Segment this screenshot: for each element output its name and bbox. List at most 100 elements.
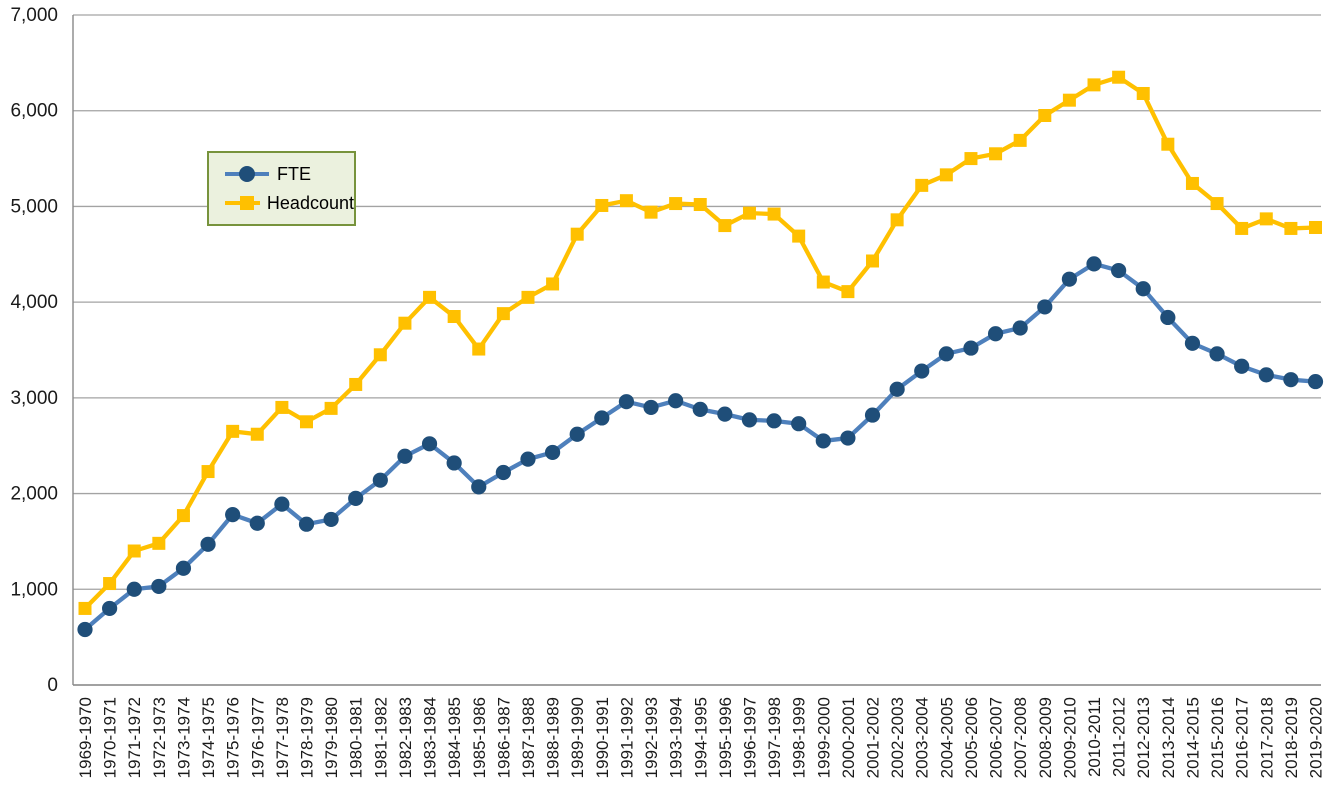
x-tick-label: 1997-1998 <box>765 697 784 778</box>
fte-marker <box>963 340 979 356</box>
fte-marker <box>102 600 118 617</box>
headcount-marker <box>742 206 756 220</box>
x-tick-label: 2013-2014 <box>1159 697 1178 778</box>
x-tick-label: 1991-1992 <box>617 697 636 778</box>
fte-marker <box>1234 358 1250 374</box>
x-tick-label: 2005-2006 <box>962 697 981 778</box>
x-tick-label: 1999-2000 <box>814 697 833 778</box>
fte-marker <box>520 451 536 467</box>
y-tick-label: 1,000 <box>10 579 58 600</box>
fte-marker <box>1012 320 1028 336</box>
fte-marker <box>840 430 856 446</box>
headcount-marker <box>373 348 387 362</box>
x-tick-label: 1977-1978 <box>273 697 292 778</box>
fte-marker <box>372 472 388 488</box>
headcount-marker <box>1136 86 1150 100</box>
fte-marker <box>668 393 684 409</box>
x-tick-label: 1998-1999 <box>790 697 809 778</box>
fte-marker <box>938 346 954 362</box>
fte-marker <box>1160 309 1176 326</box>
y-tick-label: 7,000 <box>10 5 58 26</box>
x-tick-label: 2016-2017 <box>1233 697 1252 778</box>
headcount-marker <box>890 213 904 227</box>
fte-marker <box>151 578 167 595</box>
x-tick-label: 1996-1997 <box>740 697 759 778</box>
fte-marker <box>717 406 733 422</box>
x-tick-label: 2017-2018 <box>1257 697 1276 778</box>
fte-marker <box>421 436 438 452</box>
headcount-marker <box>570 227 584 241</box>
x-tick-label: 1990-1991 <box>593 697 612 778</box>
x-tick-label: 1983-1984 <box>421 697 440 778</box>
x-tick-label: 2015-2016 <box>1208 697 1227 778</box>
headcount-marker <box>496 307 510 321</box>
fte-marker <box>791 416 807 432</box>
headcount-marker <box>78 601 92 615</box>
headcount-marker <box>521 290 535 304</box>
headcount-marker <box>447 310 461 323</box>
headcount-marker <box>964 152 978 166</box>
headcount-marker <box>595 198 609 212</box>
headcount-marker <box>1161 137 1175 151</box>
x-tick-label: 2008-2009 <box>1036 697 1055 778</box>
x-tick-label: 1969-1970 <box>76 697 95 778</box>
headcount-marker <box>398 316 412 330</box>
x-tick-label: 2019-2020 <box>1307 697 1326 778</box>
x-tick-label: 2002-2003 <box>888 697 907 778</box>
x-tick-label: 2004-2005 <box>937 697 956 778</box>
y-tick-label: 6,000 <box>10 101 58 122</box>
headcount-marker <box>939 168 953 182</box>
x-tick-label: 1994-1995 <box>691 697 710 778</box>
legend-label-fte: FTE <box>277 163 311 184</box>
fte-marker <box>1307 373 1324 390</box>
fte-marker <box>594 410 610 426</box>
legend-entry-headcount: Headcount <box>224 194 354 212</box>
fte-marker <box>77 621 93 638</box>
x-tick-label: 1972-1973 <box>150 697 169 778</box>
headcount-marker <box>1112 70 1126 84</box>
x-tick-label: 2012-2013 <box>1134 697 1153 778</box>
fte-marker <box>1111 262 1127 279</box>
headcount-marker <box>1284 221 1298 235</box>
x-tick-label: 1975-1976 <box>224 697 243 778</box>
x-tick-label: 1976-1977 <box>248 697 267 778</box>
fte-marker <box>1258 367 1274 383</box>
headcount-marker <box>816 275 830 289</box>
fte-line <box>82 261 1318 632</box>
headcount-marker <box>644 205 658 219</box>
headcount-marker <box>767 207 781 221</box>
fte-marker <box>1209 346 1225 362</box>
fte-marker <box>1061 271 1077 287</box>
x-tick-label: 1989-1990 <box>568 697 587 778</box>
fte-marker <box>544 444 561 461</box>
headcount-marker <box>718 219 732 233</box>
headcount-marker <box>693 198 707 212</box>
headcount-marker <box>1062 93 1076 107</box>
headcount-marker <box>1309 220 1322 234</box>
x-tick-label: 2003-2004 <box>913 697 932 778</box>
x-tick-label: 1987-1988 <box>519 697 538 778</box>
x-tick-label: 2001-2002 <box>864 697 883 778</box>
x-tick-label: 2011-2012 <box>1110 697 1129 777</box>
fte-marker <box>766 413 782 429</box>
headcount-marker <box>1235 221 1249 235</box>
x-tick-label: 2006-2007 <box>987 697 1006 778</box>
fte-marker <box>864 407 881 423</box>
headcount-marker <box>841 285 855 299</box>
x-tick-label: 2014-2015 <box>1183 697 1202 778</box>
x-tick-label: 2007-2008 <box>1011 697 1030 778</box>
fte-marker <box>1086 256 1102 272</box>
x-tick-label: 1995-1996 <box>716 697 735 778</box>
headcount-marker <box>127 544 141 558</box>
x-tick-label: 1985-1986 <box>470 697 489 778</box>
y-tick-label: 2,000 <box>10 484 58 505</box>
headcount-marker <box>299 415 313 429</box>
headcount-marker <box>1259 212 1273 226</box>
x-tick-label: 1993-1994 <box>667 697 686 778</box>
headcount-marker <box>546 277 560 291</box>
headcount-marker <box>349 377 363 391</box>
fte-marker <box>692 401 708 417</box>
headcount-marker <box>423 290 437 304</box>
